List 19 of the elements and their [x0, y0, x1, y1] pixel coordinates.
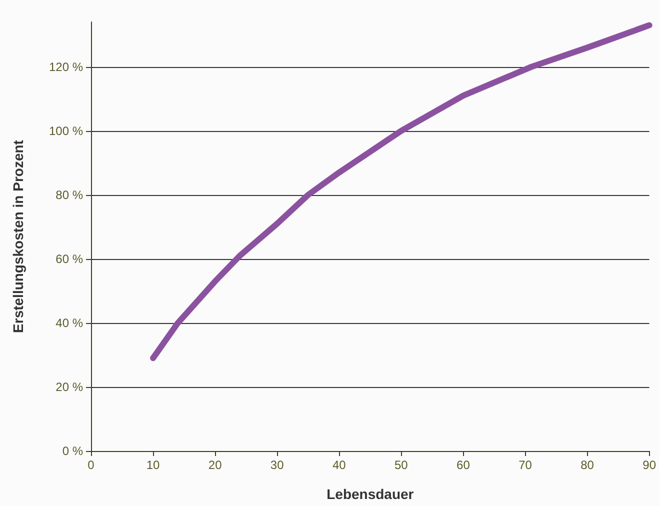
- y-tick-label: 60 %: [56, 252, 84, 266]
- x-tick-label: 60: [456, 458, 470, 472]
- y-tick-label: 20 %: [56, 380, 84, 394]
- x-tick-label: 30: [270, 458, 284, 472]
- y-tick-label: 40 %: [56, 316, 84, 330]
- y-tick-label: 100 %: [48, 124, 84, 138]
- x-tick-label: 50: [394, 458, 408, 472]
- x-tick-label: 10: [146, 458, 160, 472]
- x-tick-label: 90: [642, 458, 656, 472]
- y-axis-title: Erstellungskosten in Prozent: [10, 140, 26, 333]
- x-tick-label: 20: [208, 458, 222, 472]
- y-tick-label: 0 %: [62, 444, 84, 458]
- x-axis-title: Lebensdauer: [326, 486, 414, 502]
- y-tick-label: 80 %: [56, 188, 84, 202]
- x-tick-label: 40: [332, 458, 346, 472]
- x-tick-label: 80: [580, 458, 594, 472]
- y-tick-label: 120 %: [48, 60, 84, 74]
- x-tick-label: 0: [88, 458, 95, 472]
- x-tick-label: 70: [518, 458, 532, 472]
